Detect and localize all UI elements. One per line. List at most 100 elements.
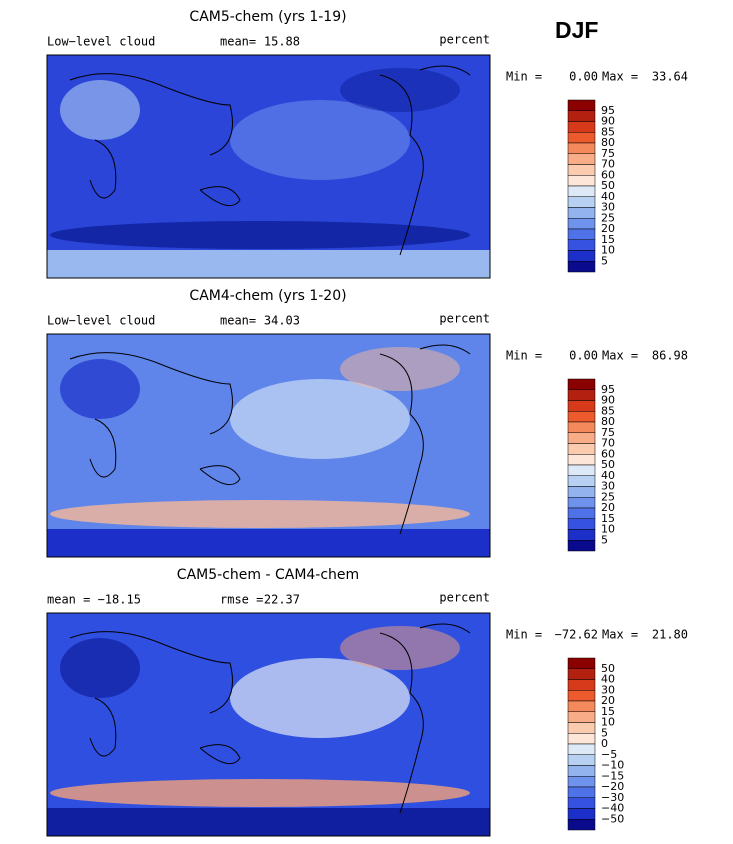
colorbar-label: 20 (601, 222, 615, 235)
colorbar-box (567, 733, 596, 745)
stat-value: 15.88 (264, 35, 300, 49)
cloud-region (340, 68, 460, 112)
colorbar-label: 5 (601, 254, 608, 267)
colorbar-label: 50 (601, 179, 615, 192)
colorbar-box (567, 218, 596, 230)
colorbar-box (567, 690, 596, 702)
colorbar-label: 5 (601, 533, 608, 546)
stat-value: 34.03 (264, 314, 300, 328)
colorbar-box (567, 142, 596, 154)
max-value: 86.98 (652, 349, 688, 363)
colorbar-label: 90 (601, 115, 615, 128)
cloud-region (60, 638, 140, 698)
max-label: Max = (602, 349, 638, 363)
cloud-region (60, 359, 140, 419)
colorbar-label: 95 (601, 104, 615, 117)
cloud-region (50, 779, 470, 807)
colorbar-label: −10 (601, 759, 624, 772)
colorbar-box (567, 175, 596, 187)
colorbar-box (567, 819, 596, 831)
colorbar-label: 90 (601, 394, 615, 407)
colorbar-box (567, 529, 596, 541)
colorbar-box (567, 153, 596, 165)
colorbar-box (567, 497, 596, 509)
colorbar-label: 50 (601, 458, 615, 471)
colorbar-box (567, 668, 596, 680)
colorbar-label: −50 (601, 812, 624, 825)
colorbar-box (567, 132, 596, 144)
colorbar-box (567, 657, 596, 669)
colorbar-box (567, 228, 596, 240)
map (46, 333, 491, 558)
colorbar-box (567, 518, 596, 530)
colorbar-box (567, 121, 596, 133)
colorbar-label: 10 (601, 523, 615, 536)
colorbar-box (567, 486, 596, 498)
colorbar-box (567, 164, 596, 176)
colorbar-box (567, 378, 596, 390)
map (46, 612, 491, 837)
colorbar-box (567, 464, 596, 476)
cloud-region (230, 658, 410, 738)
polar-band (47, 250, 490, 278)
colorbar-label: 75 (601, 426, 615, 439)
min-value: 0.00 (569, 70, 598, 84)
colorbar-label: 80 (601, 415, 615, 428)
min-label: Min = (506, 70, 542, 84)
max-value: 33.64 (652, 70, 688, 84)
colorbar-label: 20 (601, 501, 615, 514)
colorbar-box (567, 679, 596, 691)
cloud-region (230, 100, 410, 180)
colorbar-label: 50 (601, 662, 615, 675)
cloud-region (60, 80, 140, 140)
colorbar-box (567, 411, 596, 423)
colorbar-label: 30 (601, 480, 615, 493)
cloud-region (340, 347, 460, 391)
colorbar-label: −15 (601, 769, 624, 782)
cloud-region (50, 221, 470, 249)
min-value: −72.62 (555, 628, 598, 642)
units: percent (439, 312, 490, 326)
panel-title: CAM4-chem (yrs 1-20) (189, 288, 346, 304)
map-frame (46, 612, 491, 837)
colorbar-label: 10 (601, 716, 615, 729)
colorbar-label: 20 (601, 694, 615, 707)
colorbar-label: 80 (601, 136, 615, 149)
colorbar-box (567, 99, 596, 111)
colorbar-box (567, 754, 596, 766)
units: percent (439, 591, 490, 605)
colorbar-box (567, 432, 596, 444)
colorbar-label: 10 (601, 244, 615, 257)
colorbar-label: 15 (601, 705, 615, 718)
colorbar-box (567, 110, 596, 122)
colorbar-box (567, 454, 596, 466)
panel-title: CAM5-chem (yrs 1-19) (189, 9, 346, 25)
season-label: DJF (555, 17, 598, 43)
min-value: 0.00 (569, 349, 598, 363)
coastline (69, 623, 471, 814)
colorbar-label: 70 (601, 437, 615, 450)
colorbar-box (567, 400, 596, 412)
coastline (69, 344, 471, 535)
min-label: Min = (506, 628, 542, 642)
cloud-region (50, 500, 470, 528)
coastline (69, 65, 471, 256)
polar-band (47, 808, 490, 836)
colorbar-label: 5 (601, 726, 608, 739)
units: percent (439, 33, 490, 47)
colorbar-label: 25 (601, 490, 615, 503)
colorbar-box (567, 700, 596, 712)
colorbar-box (567, 808, 596, 820)
colorbar-label: 70 (601, 158, 615, 171)
map (46, 54, 491, 279)
polar-band (47, 529, 490, 557)
stat-label: mean= (220, 314, 256, 328)
colorbar-box (567, 475, 596, 487)
colorbar-box (567, 261, 596, 273)
stat-value: 22.37 (264, 593, 300, 607)
left-label: Low−level cloud (47, 314, 155, 328)
colorbar-label: 30 (601, 683, 615, 696)
colorbar-box (567, 207, 596, 219)
colorbar-box (567, 389, 596, 401)
